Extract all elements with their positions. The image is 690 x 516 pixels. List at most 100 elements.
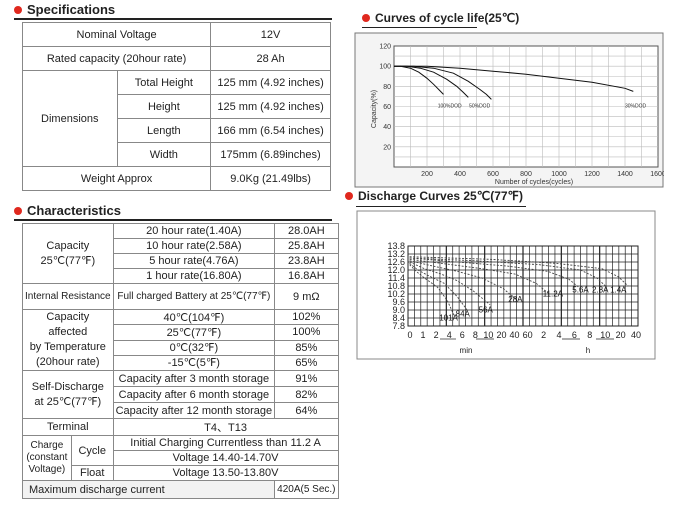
x-tick-label-h: 4 bbox=[556, 330, 561, 340]
table-row: Dimensions Total Height 125 mm (4.92 inc… bbox=[22, 70, 331, 167]
dimension-value: 175mm (6.89inches) bbox=[210, 142, 331, 167]
dimension-label: Width bbox=[116, 142, 212, 167]
temperature-value: 100% bbox=[274, 324, 339, 341]
specifications-heading: Specifications bbox=[14, 2, 115, 17]
table-row: Internal Resistance Full charged Battery… bbox=[22, 283, 339, 310]
internal-resistance-value: 9 mΩ bbox=[274, 283, 339, 310]
capacity-temp-label: Capacity affected by Temperature (20hour… bbox=[22, 309, 114, 371]
table-row: -15℃(5℉) 65% bbox=[23, 354, 339, 372]
x-tick-label-min: 2 bbox=[434, 330, 439, 340]
discharge-series-line bbox=[409, 256, 629, 287]
capacity-rate: 5 hour rate(4.76A) bbox=[112, 253, 276, 269]
x-tick-label: 200 bbox=[421, 171, 433, 178]
discharge-annotation: 56A bbox=[479, 306, 494, 315]
nominal-voltage-value: 12V bbox=[210, 22, 331, 47]
dimension-value: 125 mm (4.92 inches) bbox=[210, 94, 331, 119]
capacity-temp-label-line: Capacity bbox=[46, 311, 90, 323]
temperature: -15℃(5℉) bbox=[112, 354, 276, 372]
table-row: 0℃(32℉) 85% bbox=[23, 339, 339, 356]
temperature: 25℃(77℉) bbox=[112, 324, 276, 341]
dimensions-label: Dimensions bbox=[22, 70, 118, 167]
discharge-series-line bbox=[409, 262, 468, 311]
cycle-life-annotation: 100%DOD bbox=[438, 104, 462, 110]
storage-condition: Capacity after 12 month storage bbox=[112, 402, 276, 419]
divider bbox=[14, 219, 332, 221]
table-row: Maximum discharge current 420A(5 Sec.) bbox=[21, 480, 339, 499]
bullet-icon bbox=[345, 192, 353, 200]
discharge-annotation: 28A bbox=[508, 295, 523, 304]
y-tick-label: 120 bbox=[379, 44, 391, 51]
table-row: 10 hour rate(2.58A) 25.8AH bbox=[23, 238, 339, 254]
table-row: Rated capacity (20hour rate) 28 Ah bbox=[21, 46, 331, 71]
storage-condition: Capacity after 3 month storage bbox=[112, 370, 276, 387]
capacity-value: 23.8AH bbox=[274, 253, 339, 269]
capacity-label-line: Capacity bbox=[46, 239, 90, 252]
bullet-icon bbox=[14, 206, 22, 215]
weight-label: Weight Approx bbox=[21, 166, 212, 191]
table-row: Weight Approx 9.0Kg (21.49lbs) bbox=[21, 166, 331, 191]
x-tick-label-min: 60 bbox=[523, 330, 533, 340]
charge-label-line: (constant bbox=[26, 452, 68, 463]
y-tick-label: 80 bbox=[383, 84, 391, 91]
dimension-label: Length bbox=[116, 118, 212, 143]
self-discharge-label-line: Self-Discharge bbox=[31, 380, 104, 393]
x-tick-label-min: 40 bbox=[510, 330, 520, 340]
table-row: Self-Discharge at 25℃(77℉) Capacity afte… bbox=[22, 370, 339, 419]
x-tick-label: 600 bbox=[487, 171, 499, 178]
discharge-series-line bbox=[409, 261, 491, 306]
capacity-value: 28.0AH bbox=[274, 223, 339, 239]
x-tick-label-min: 20 bbox=[496, 330, 506, 340]
dimension-value: 166 mm (6.54 inches) bbox=[210, 118, 331, 143]
storage-condition: Capacity after 6 month storage bbox=[112, 386, 276, 403]
table-row: Capacity affected by Temperature (20hour… bbox=[22, 308, 339, 371]
storage-value: 64% bbox=[274, 402, 339, 419]
storage-value: 82% bbox=[274, 386, 339, 403]
x-tick-label-h: 6 bbox=[572, 330, 577, 340]
max-discharge-value: 420A(5 Sec.) bbox=[274, 480, 339, 499]
dimension-value: 125 mm (4.92 inches) bbox=[210, 70, 331, 95]
temperature-value: 102% bbox=[274, 308, 339, 326]
x-tick-label-h: 10 bbox=[600, 330, 610, 340]
y-tick-label: 100 bbox=[379, 64, 391, 71]
y-tick-label: 10.8 bbox=[387, 281, 405, 291]
terminal-label: Terminal bbox=[22, 418, 114, 436]
cycle-life-chart: 100%DOD 50%DOD 30%DOD 120 100 80 60 40 20 200 40… bbox=[354, 32, 664, 188]
internal-resistance-condition: Full charged Battery at 25℃(77℉) bbox=[112, 283, 276, 310]
table-row: Capacity 25℃(77℉) 20 hour rate(1.40A) 28… bbox=[22, 223, 339, 284]
weight-value: 9.0Kg (21.49lbs) bbox=[210, 166, 331, 191]
cycle-life-series-line bbox=[394, 65, 634, 92]
x-tick-label-min: 8 bbox=[473, 330, 478, 340]
y-tick-label: 60 bbox=[383, 104, 391, 111]
x-tick-label: 1200 bbox=[584, 171, 600, 178]
bullet-icon bbox=[362, 14, 370, 22]
discharge-xunit-h: h bbox=[586, 346, 590, 355]
specifications-title: Specifications bbox=[27, 2, 116, 17]
divider bbox=[14, 18, 332, 20]
table-row: Charge (constant Voltage) Cycle Initial … bbox=[22, 435, 339, 481]
x-tick-label: 1400 bbox=[617, 171, 633, 178]
capacity-temp-label-line: by Temperature bbox=[29, 341, 106, 353]
x-tick-label-min: 4 bbox=[447, 330, 452, 340]
divider bbox=[356, 206, 526, 207]
x-tick-label-min: 10 bbox=[483, 330, 493, 340]
capacity-value: 25.8AH bbox=[274, 238, 339, 254]
discharge-title: Discharge Curves 25℃(77℉) bbox=[358, 189, 523, 203]
divider bbox=[362, 27, 477, 28]
discharge-annotation: 11.2A bbox=[543, 290, 564, 299]
y-tick-label: 10.2 bbox=[387, 289, 405, 299]
cycle-label: Cycle bbox=[70, 435, 114, 466]
capacity-value: 16.8AH bbox=[274, 268, 339, 284]
x-tick-label-h: 8 bbox=[587, 330, 592, 340]
nominal-voltage-label: Nominal Voltage bbox=[21, 22, 212, 47]
charge-label: Charge (constant Voltage) bbox=[22, 435, 72, 481]
rated-capacity-value: 28 Ah bbox=[210, 46, 331, 71]
cycle-life-xlabel: Number of cycles(cycles) bbox=[495, 179, 573, 186]
internal-resistance-label: Internal Resistance bbox=[22, 283, 114, 310]
discharge-series-line bbox=[409, 264, 455, 316]
bullet-icon bbox=[14, 5, 22, 14]
table-row: Capacity after 6 month storage 82% bbox=[23, 386, 339, 403]
temperature-value: 85% bbox=[274, 339, 339, 356]
discharge-series-line bbox=[409, 258, 550, 295]
discharge-heading: Discharge Curves 25℃(77℉) bbox=[345, 189, 523, 203]
dimension-label: Height bbox=[116, 94, 212, 119]
